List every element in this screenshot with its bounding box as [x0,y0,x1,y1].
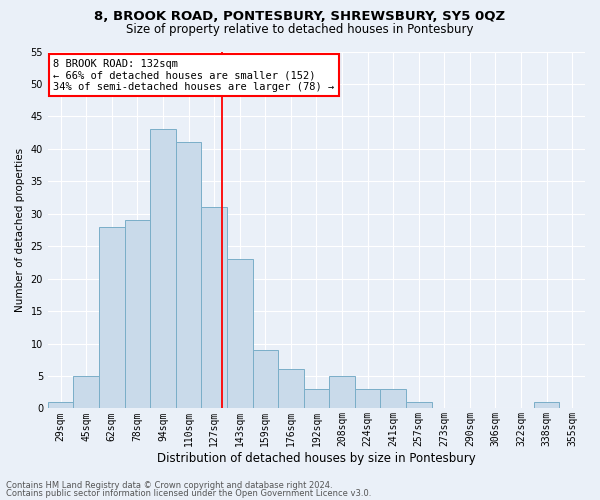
Bar [253,350,278,408]
Bar [355,389,380,408]
Bar [176,142,202,408]
X-axis label: Distribution of detached houses by size in Pontesbury: Distribution of detached houses by size … [157,452,476,465]
Text: Contains public sector information licensed under the Open Government Licence v3: Contains public sector information licen… [6,488,371,498]
Text: Size of property relative to detached houses in Pontesbury: Size of property relative to detached ho… [126,22,474,36]
Bar [202,207,227,408]
Text: Contains HM Land Registry data © Crown copyright and database right 2024.: Contains HM Land Registry data © Crown c… [6,481,332,490]
Bar [406,402,431,408]
Y-axis label: Number of detached properties: Number of detached properties [15,148,25,312]
Text: 8, BROOK ROAD, PONTESBURY, SHREWSBURY, SY5 0QZ: 8, BROOK ROAD, PONTESBURY, SHREWSBURY, S… [94,10,506,23]
Bar [380,389,406,408]
Bar [304,389,329,408]
Bar [48,402,73,408]
Text: 8 BROOK ROAD: 132sqm
← 66% of detached houses are smaller (152)
34% of semi-deta: 8 BROOK ROAD: 132sqm ← 66% of detached h… [53,58,335,92]
Bar [73,376,99,408]
Bar [99,226,125,408]
Bar [150,130,176,408]
Bar [125,220,150,408]
Bar [534,402,559,408]
Bar [278,370,304,408]
Bar [227,259,253,408]
Bar [329,376,355,408]
